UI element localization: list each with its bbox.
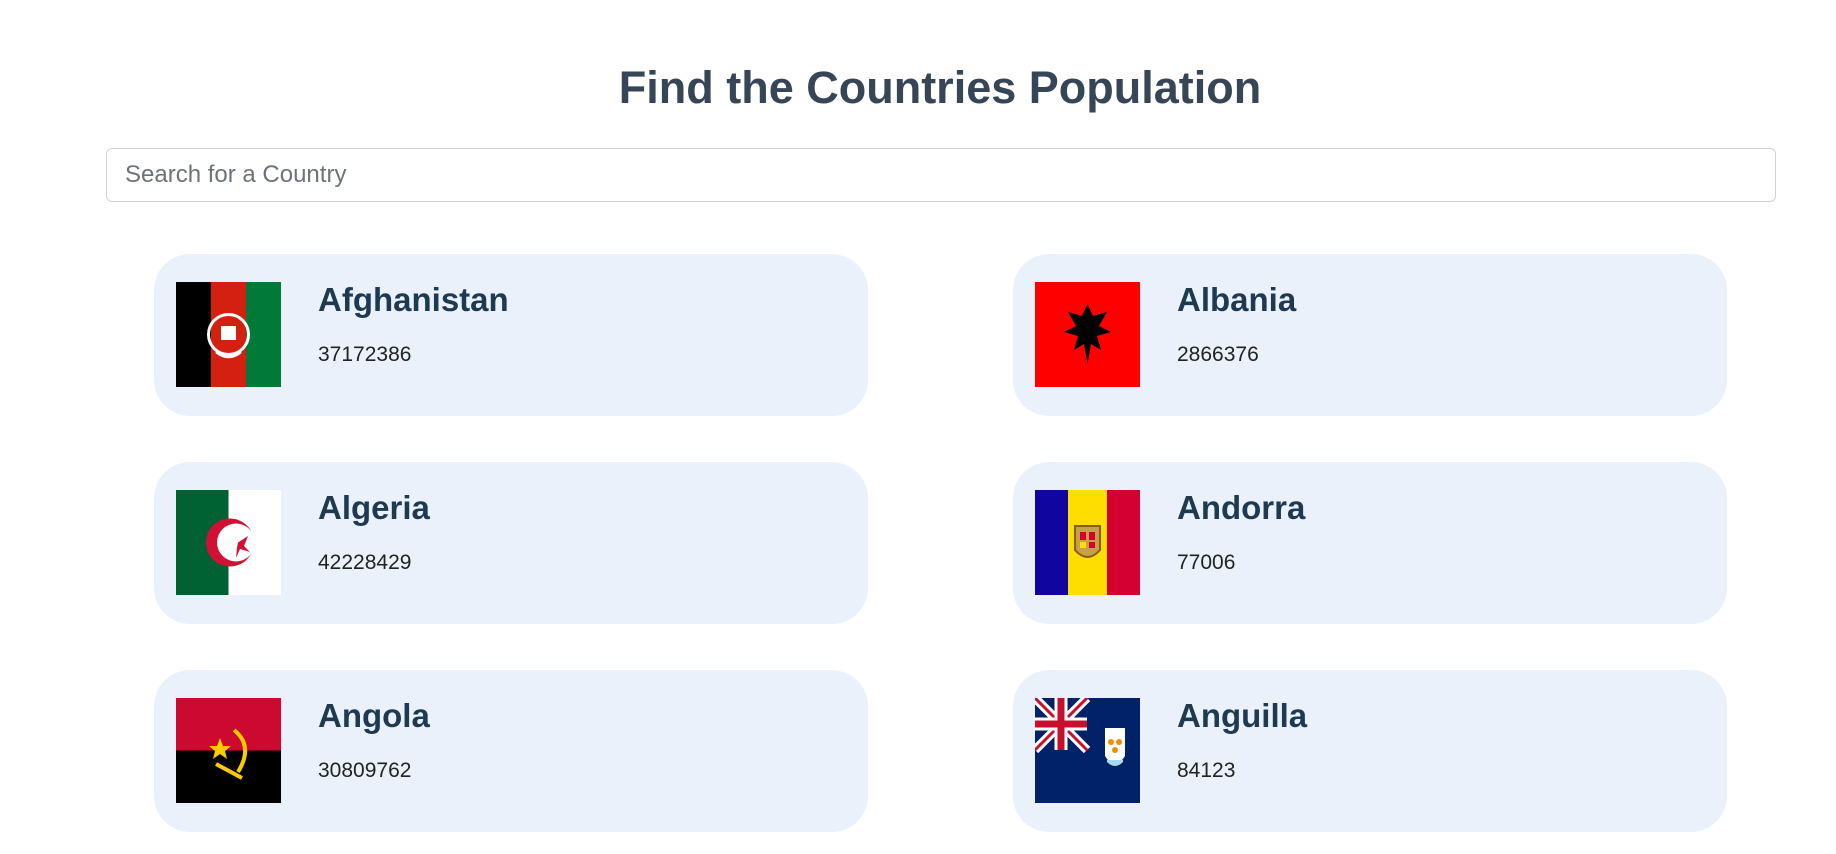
country-name: Angola [318, 697, 430, 734]
country-population: 2866376 [1177, 343, 1259, 366]
page-title: Find the Countries Population [618, 62, 1262, 113]
country-name: Afghanistan [318, 281, 509, 318]
country-card-andorra[interactable]: Andorra 77006 [1013, 462, 1727, 624]
anguilla-flag-icon [1035, 698, 1140, 803]
country-population: 77006 [1177, 551, 1236, 574]
albania-flag-icon [1035, 282, 1140, 387]
afghanistan-flag-icon [176, 282, 281, 387]
country-population: 30809762 [318, 759, 412, 782]
country-population: 37172386 [318, 343, 412, 366]
country-card-algeria[interactable]: Algeria 42228429 [154, 462, 868, 624]
search-input[interactable] [106, 148, 1776, 202]
andorra-flag-icon [1035, 490, 1140, 595]
angola-flag-icon [176, 698, 281, 803]
country-card-afghanistan[interactable]: Afghanistan 37172386 [154, 254, 868, 416]
country-population: 42228429 [318, 551, 412, 574]
country-name: Anguilla [1177, 697, 1308, 734]
country-card-angola[interactable]: Angola 30809762 [154, 670, 868, 832]
algeria-flag-icon [176, 490, 281, 595]
country-name: Andorra [1177, 489, 1306, 526]
country-card-albania[interactable]: Albania 2866376 [1013, 254, 1727, 416]
country-card-anguilla[interactable]: Anguilla 84123 [1013, 670, 1727, 832]
country-name: Albania [1177, 281, 1297, 318]
country-name: Algeria [318, 489, 430, 526]
country-population: 84123 [1177, 759, 1236, 782]
